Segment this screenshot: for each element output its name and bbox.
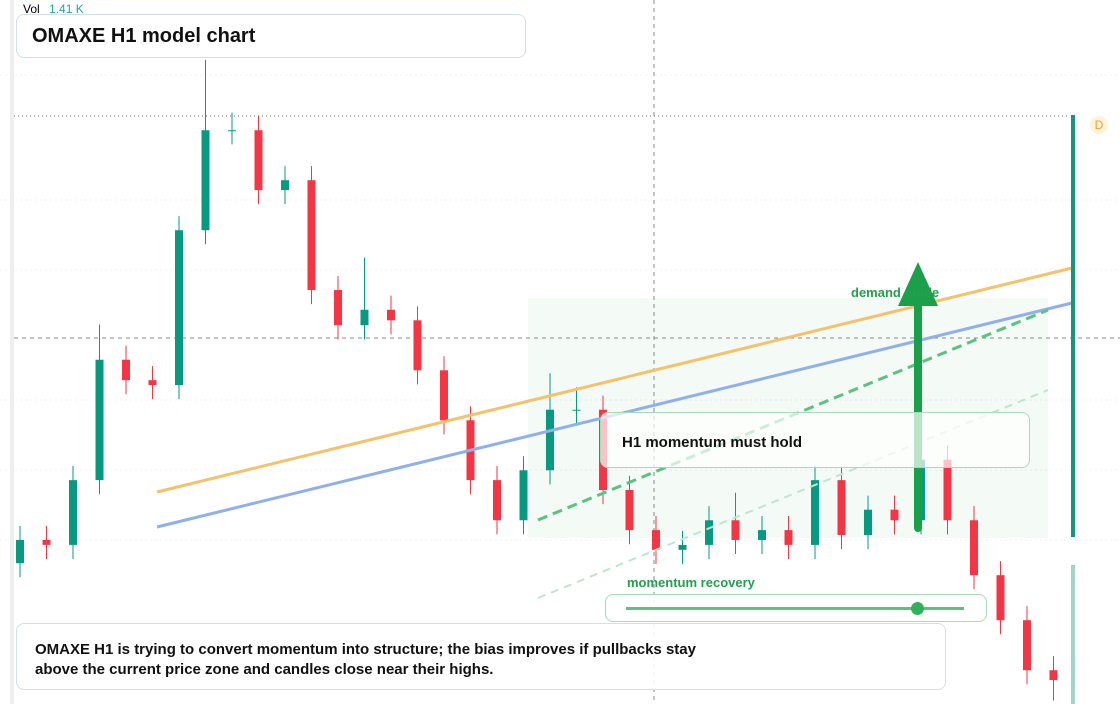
candle-body: [122, 359, 130, 381]
badge-text: D: [1095, 118, 1104, 132]
candle-body: [95, 359, 104, 481]
candle-body: [16, 539, 24, 564]
candle-body: [652, 530, 660, 550]
range-bar: [1071, 565, 1075, 704]
range-bar: [1071, 115, 1075, 537]
candle-body: [970, 520, 978, 576]
candle-body: [705, 520, 713, 545]
edge: [10, 0, 14, 704]
recovery-label: momentum recovery: [627, 575, 755, 590]
candle-body: [572, 409, 581, 411]
candle-body: [678, 544, 687, 550]
candle-body: [148, 380, 157, 386]
candle-body: [175, 230, 183, 386]
candle-body: [546, 409, 554, 471]
candle-body: [837, 480, 846, 536]
candle-body: [784, 530, 793, 545]
candle-body: [1049, 670, 1058, 681]
slider-thumb[interactable]: [911, 602, 924, 615]
candle-body: [758, 530, 766, 540]
candle-body: [890, 509, 899, 521]
candle-body: [387, 309, 395, 321]
candle-body: [996, 575, 1005, 621]
candle-body: [1023, 620, 1031, 671]
badge: [1090, 116, 1108, 134]
candle-body: [731, 520, 740, 540]
grid: [0, 74, 1120, 541]
slider-track: [626, 607, 964, 610]
candle-body: [281, 180, 289, 191]
candle-body: [201, 130, 210, 231]
title: OMAXE H1 model chart: [16, 14, 526, 58]
candles: [16, 59, 1058, 701]
description-text: OMAXE H1 is trying to convert momentum i…: [35, 641, 696, 678]
slider[interactable]: [605, 594, 987, 622]
candle-body: [440, 370, 448, 421]
trend-line: [537, 389, 1049, 599]
candle-body: [413, 320, 422, 371]
vol-label: Vol: [23, 2, 40, 16]
candle-body: [519, 470, 528, 521]
candle-body: [334, 290, 342, 326]
description: OMAXE H1 is trying to convert momentum i…: [16, 623, 946, 690]
vol-value: 1.41 K: [49, 2, 84, 16]
candle-body: [864, 509, 872, 536]
candle-body: [307, 180, 316, 291]
candle-body: [228, 130, 236, 132]
candle-body: [943, 459, 952, 521]
arrow-head: [898, 262, 938, 306]
vol: Vol 1.41 K: [23, 2, 84, 16]
candle-body: [811, 480, 819, 545]
candle-body: [625, 489, 634, 531]
demand-label: demand guide: [851, 285, 940, 300]
callout: H1 momentum must hold: [600, 412, 1030, 468]
candle-body: [254, 130, 263, 191]
candle-body: [69, 480, 77, 545]
candle-body: [42, 539, 51, 545]
candle-body: [360, 309, 369, 326]
candle-body: [493, 480, 501, 521]
